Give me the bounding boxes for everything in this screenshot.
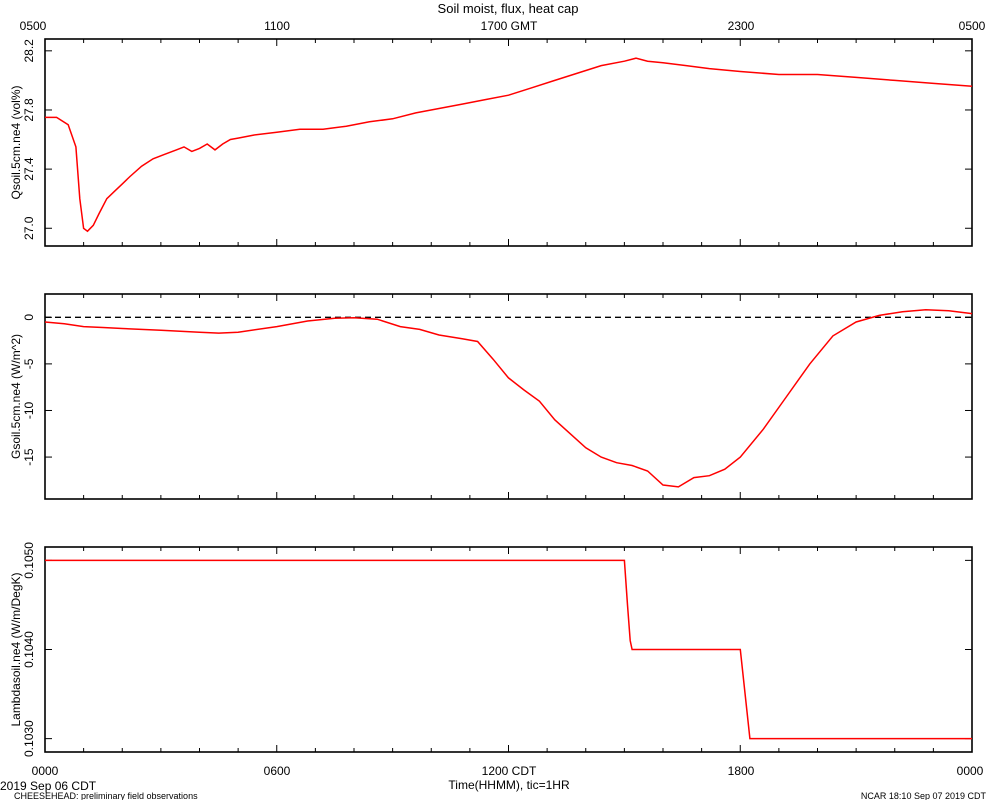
y-tick-label: 0 <box>22 314 36 321</box>
y-tick-label: -5 <box>22 358 36 369</box>
y-tick-label: -10 <box>22 401 36 419</box>
bottom-tick-label: 1800 <box>728 764 755 778</box>
y-tick-label: 0.1030 <box>22 720 36 757</box>
series-line <box>45 559 972 740</box>
bottom-tick-label: 0000 <box>32 764 59 778</box>
top-tick-label: 1100 <box>264 19 290 33</box>
series-line <box>45 57 973 233</box>
bottom-tick-label: 0000 <box>957 764 984 778</box>
top-tick-label: 0500 <box>959 19 986 33</box>
y-axis-label: Lambdasoil.ne4 (W/m/DegK) <box>9 572 23 726</box>
x-axis-label: Time(HHMM), tic=1HR <box>448 778 570 792</box>
y-tick-label: 27.0 <box>22 216 36 240</box>
y-tick-label: 0.1040 <box>22 631 36 668</box>
y-axis-label: Qsoil.5cm.ne4 (vol%) <box>9 85 23 199</box>
top-axis-labels: 0500 1100 1700 GMT 2300 0500 <box>20 19 986 33</box>
y-tick-label: 0.1050 <box>22 542 36 579</box>
top-tick-label: 1700 GMT <box>481 19 538 33</box>
y-tick-label: 28.2 <box>22 39 36 63</box>
y-tick-label: -15 <box>22 448 36 466</box>
plot-frame <box>44 38 973 247</box>
date-label: 2019 Sep 06 CDT <box>0 779 97 793</box>
chart-title: Soil moist, flux, heat cap <box>438 1 579 16</box>
bottom-axis-labels: 0000 0600 1200 CDT 1800 0000 <box>32 764 984 778</box>
bottom-tick-label: 1200 CDT <box>482 764 537 778</box>
top-tick-label: 2300 <box>728 19 755 33</box>
y-tick-label: 27.8 <box>22 98 36 122</box>
bottom-tick-label: 0600 <box>264 764 291 778</box>
y-axis-label: Gsoil.5cm.ne4 (W/m^2) <box>9 334 23 459</box>
plot-frame <box>44 293 973 500</box>
plot-frame <box>44 546 973 753</box>
footer-left: CHEESEHEAD: preliminary field observatio… <box>14 791 198 800</box>
footer-right: NCAR 18:10 Sep 07 2019 CDT <box>861 791 987 800</box>
panel-moisture: 27.0 27.4 27.8 28.2 Qsoil.5cm.ne4 (vol%) <box>9 38 973 247</box>
series-line <box>44 309 973 488</box>
y-tick-label: 27.4 <box>22 157 36 181</box>
top-tick-label: 0500 <box>20 19 47 33</box>
